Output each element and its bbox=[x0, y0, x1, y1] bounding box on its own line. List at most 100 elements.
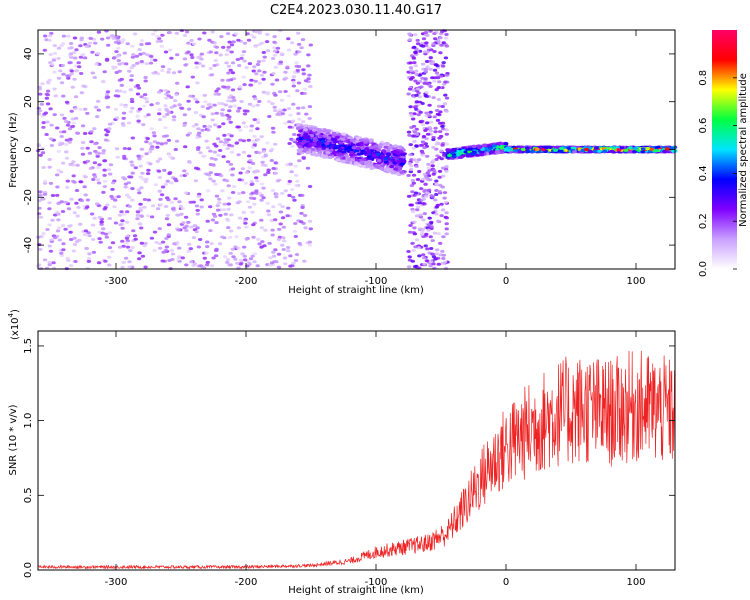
spectrogram-cell bbox=[235, 125, 240, 129]
spectrogram-cell bbox=[128, 110, 134, 114]
spectrogram-cell bbox=[250, 145, 256, 149]
spectrogram-cell bbox=[467, 150, 472, 154]
spectrogram-cell bbox=[138, 206, 143, 210]
spectrogram-cell bbox=[156, 169, 162, 173]
spectrogram-cell bbox=[129, 78, 134, 82]
spectrogram-cell bbox=[61, 94, 66, 98]
spectrogram-cell bbox=[289, 41, 295, 45]
spectrogram-cell bbox=[419, 149, 425, 153]
spectrogram-cell bbox=[176, 228, 181, 232]
spectrogram-cell bbox=[229, 213, 234, 217]
spectrogram-cell bbox=[88, 37, 94, 40]
spectrogram-cell bbox=[97, 216, 103, 219]
spectrogram-cell bbox=[173, 177, 178, 181]
spectrogram-cell bbox=[263, 173, 268, 177]
spectrogram-cell bbox=[409, 69, 414, 72]
spectrogram-cell bbox=[413, 79, 418, 83]
spectrogram-cell bbox=[270, 126, 276, 130]
spectrogram-cell bbox=[317, 147, 322, 151]
spectrogram-cell bbox=[221, 122, 226, 126]
spectrogram-cell bbox=[110, 241, 116, 245]
spectrogram-cell bbox=[221, 155, 226, 159]
spectrogram-cell bbox=[390, 171, 396, 175]
spectrogram-cell bbox=[293, 164, 298, 168]
spectrogram-cell bbox=[411, 124, 417, 128]
spectrogram-cell bbox=[73, 107, 78, 111]
spectrogram-cell bbox=[53, 236, 58, 240]
spectrogram-cell bbox=[432, 115, 437, 119]
spectrogram-cell bbox=[124, 236, 130, 240]
spectrogram-cell bbox=[48, 107, 53, 111]
spectrogram-cell bbox=[416, 113, 421, 117]
spectrogram-cell bbox=[195, 100, 200, 104]
spectrogram-cell bbox=[239, 56, 244, 60]
spectrogram-cell bbox=[355, 143, 361, 147]
spectrogram-cell bbox=[348, 136, 353, 140]
spectrogram-cell bbox=[69, 238, 74, 241]
spectrogram-cell bbox=[410, 190, 415, 194]
spectrogram-cell bbox=[292, 229, 297, 233]
spectrogram-cell bbox=[421, 256, 427, 260]
x-tick-label: -300 bbox=[105, 577, 128, 588]
spectrogram-cell bbox=[418, 213, 423, 217]
spectrogram-cell bbox=[393, 144, 398, 148]
spectrogram-cell bbox=[280, 112, 286, 116]
spectrogram-cell bbox=[259, 198, 264, 202]
spectrogram-cell bbox=[75, 214, 80, 218]
spectrogram-cell bbox=[338, 141, 344, 145]
spectrogram-cell bbox=[182, 113, 188, 117]
spectrogram-cell bbox=[288, 163, 293, 166]
spectrogram-cell bbox=[236, 109, 241, 113]
spectrogram-cell bbox=[56, 202, 61, 205]
spectrogram-cell bbox=[417, 201, 422, 205]
spectrogram-cell bbox=[226, 207, 231, 211]
spectrogram-cell bbox=[143, 265, 148, 269]
spectrogram-cell bbox=[65, 179, 71, 183]
spectrogram-cell bbox=[270, 228, 275, 232]
spectrogram-cell bbox=[135, 61, 140, 65]
spectrogram-cell bbox=[410, 210, 416, 214]
spectrogram-cell bbox=[210, 112, 215, 116]
spectrogram-cell bbox=[272, 46, 277, 50]
spectrogram-cell bbox=[240, 53, 245, 57]
spectrogram-cell bbox=[214, 194, 220, 198]
spectrogram-cell bbox=[444, 73, 450, 77]
spectrogram-cell bbox=[444, 109, 449, 113]
spectrogram-cell bbox=[244, 237, 249, 241]
spectrogram-cell bbox=[209, 242, 214, 246]
spectrogram-cell bbox=[408, 143, 413, 147]
spectrogram-cell bbox=[285, 214, 290, 218]
spectrogram-cell bbox=[150, 204, 156, 208]
spectrogram-cell bbox=[152, 134, 157, 138]
spectrogram-cell bbox=[198, 151, 203, 155]
spectrogram-cell bbox=[426, 46, 431, 50]
spectrogram-cell bbox=[408, 153, 413, 157]
spectrogram-cell bbox=[43, 111, 49, 115]
spectrogram-cell bbox=[79, 199, 85, 203]
spectrogram-cell bbox=[235, 261, 240, 265]
spectrogram-cell bbox=[389, 165, 395, 169]
spectrogram-cell bbox=[414, 214, 420, 218]
spectrogram-cell bbox=[74, 131, 80, 135]
spectrogram-cell bbox=[332, 146, 338, 150]
spectrogram-cell bbox=[139, 186, 144, 190]
spectrogram-cell bbox=[72, 77, 77, 81]
spectrogram-cell bbox=[302, 92, 307, 95]
spectrogram-cell bbox=[153, 58, 158, 62]
spectrogram-cell bbox=[56, 218, 61, 222]
spectrogram-cell bbox=[167, 67, 172, 71]
spectrogram-cell bbox=[165, 179, 170, 183]
spectrogram-cell bbox=[247, 205, 253, 209]
spectrogram-cell bbox=[230, 191, 236, 194]
spectrogram-cell bbox=[110, 187, 115, 191]
spectrogram-cell bbox=[157, 108, 162, 112]
spectrogram-cell bbox=[438, 36, 443, 40]
spectrogram-cell bbox=[572, 150, 577, 154]
spectrogram-cell bbox=[420, 119, 425, 123]
spectrogram-cell bbox=[60, 210, 66, 213]
spectrogram-cell bbox=[63, 200, 69, 204]
spectrogram-cell bbox=[294, 61, 299, 65]
spectrogram-cell bbox=[119, 210, 124, 214]
spectrogram-cell bbox=[41, 121, 46, 125]
spectrogram-cell bbox=[555, 145, 560, 149]
